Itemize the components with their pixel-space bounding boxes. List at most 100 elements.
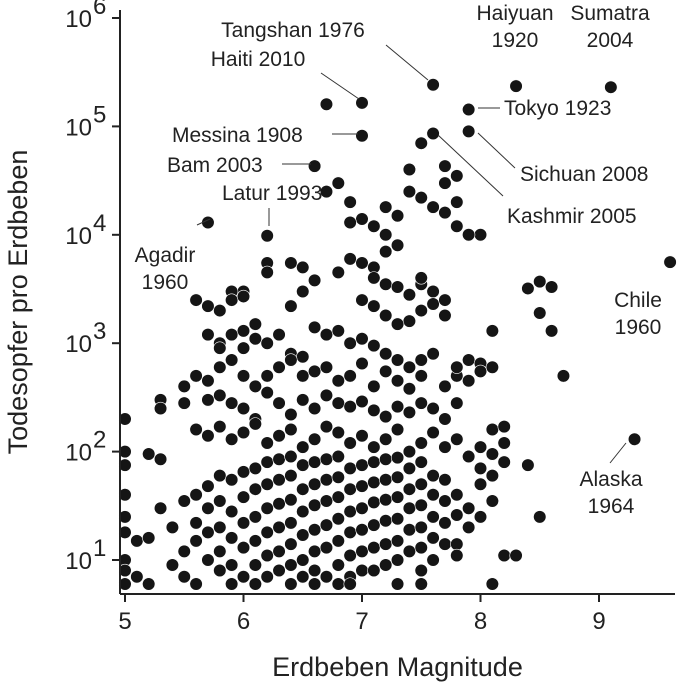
annotation-label: 1960 xyxy=(142,271,189,294)
y-axis-title: Todesopfer pro Erdbeben xyxy=(3,150,33,455)
data-point xyxy=(521,458,535,472)
data-point xyxy=(213,544,227,559)
x-tick-label: 8 xyxy=(474,608,487,635)
data-point xyxy=(438,379,452,393)
data-point xyxy=(367,541,381,555)
data-point xyxy=(426,510,440,524)
annotation-leader-line xyxy=(477,132,516,169)
data-point xyxy=(284,537,298,551)
y-tick-label: 10 xyxy=(65,6,92,33)
data-point xyxy=(189,534,203,548)
data-point xyxy=(177,396,191,410)
data-point xyxy=(343,525,357,539)
data-point xyxy=(627,432,642,446)
annotation-label: 2004 xyxy=(587,29,634,52)
data-point xyxy=(201,525,215,539)
data-point xyxy=(225,558,239,572)
data-point xyxy=(379,364,393,378)
data-point xyxy=(236,490,251,504)
data-point xyxy=(402,314,417,328)
data-point xyxy=(402,445,417,459)
data-point xyxy=(296,458,310,472)
data-point xyxy=(367,518,381,532)
data-point xyxy=(343,504,357,519)
annotation-label: Sumatra xyxy=(570,2,650,25)
data-point xyxy=(450,548,464,563)
data-point xyxy=(130,534,144,548)
data-point xyxy=(379,537,393,551)
data-point xyxy=(260,336,274,350)
data-point xyxy=(189,488,203,502)
data-point xyxy=(272,544,286,559)
data-point xyxy=(260,501,274,515)
data-point xyxy=(379,452,393,466)
data-point xyxy=(367,495,381,509)
data-point xyxy=(319,185,334,199)
data-point xyxy=(189,369,203,383)
data-point xyxy=(485,360,499,374)
data-point xyxy=(201,374,215,388)
data-point xyxy=(153,452,168,466)
data-point xyxy=(343,400,357,414)
data-point xyxy=(485,469,499,483)
data-point xyxy=(355,96,369,110)
data-point xyxy=(414,353,428,367)
annotation-label: 1960 xyxy=(615,316,662,339)
data-point xyxy=(462,449,476,464)
annotation-leaders xyxy=(196,44,627,464)
data-point xyxy=(379,347,393,361)
data-point xyxy=(414,191,428,205)
data-point xyxy=(402,501,417,515)
data-point xyxy=(355,129,369,143)
data-point xyxy=(367,339,381,353)
data-point xyxy=(450,508,464,522)
data-point xyxy=(319,328,334,342)
data-point xyxy=(260,525,274,539)
data-point xyxy=(272,396,286,410)
data-point xyxy=(225,432,239,446)
data-point xyxy=(462,520,476,534)
data-point xyxy=(450,488,464,502)
data-point xyxy=(438,159,452,173)
data-point xyxy=(225,353,239,367)
data-point xyxy=(402,461,417,475)
data-point xyxy=(343,436,357,450)
data-point xyxy=(142,577,156,591)
data-points xyxy=(118,78,677,591)
data-point xyxy=(236,570,251,584)
data-point xyxy=(343,215,357,230)
data-point xyxy=(414,577,428,591)
data-point xyxy=(450,360,464,374)
data-point xyxy=(355,212,369,226)
data-point xyxy=(390,470,405,484)
data-point xyxy=(272,520,286,534)
data-point xyxy=(296,504,310,519)
data-point xyxy=(284,577,298,591)
data-point xyxy=(201,553,215,567)
data-point xyxy=(426,553,440,567)
data-point xyxy=(343,252,357,266)
data-point xyxy=(414,396,428,410)
y-tick-exponent: 4 xyxy=(93,210,106,237)
data-point xyxy=(225,396,239,410)
data-point xyxy=(379,277,393,291)
data-point xyxy=(308,401,322,416)
y-tick-exponent: 5 xyxy=(93,101,106,128)
data-point xyxy=(402,162,417,177)
data-point xyxy=(462,353,476,367)
data-point xyxy=(355,256,369,270)
data-point xyxy=(367,379,381,393)
data-point xyxy=(165,558,179,572)
data-point xyxy=(355,523,369,537)
data-point xyxy=(343,195,357,209)
data-point xyxy=(272,360,286,374)
data-point xyxy=(390,400,405,414)
data-point xyxy=(248,417,262,431)
data-point xyxy=(189,577,203,591)
data-point xyxy=(402,482,417,496)
data-point xyxy=(450,537,464,551)
data-point xyxy=(438,516,452,530)
y-tick-label: 10 xyxy=(65,331,92,358)
data-point xyxy=(236,341,251,355)
data-point xyxy=(426,401,440,416)
